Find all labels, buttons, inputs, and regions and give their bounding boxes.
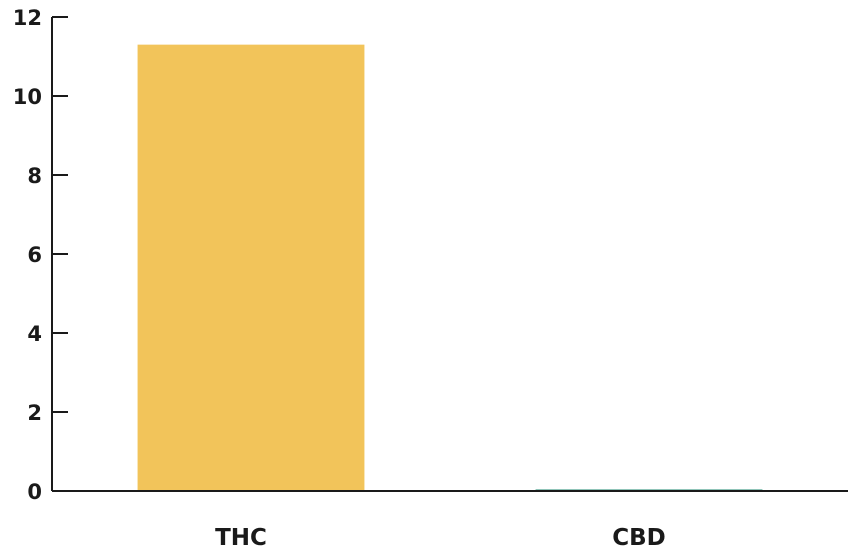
y-tick-label: 0 [27, 480, 42, 504]
y-tick-label: 12 [13, 6, 42, 30]
y-tick-label: 4 [27, 322, 42, 346]
bar-thc [137, 44, 365, 492]
x-category-label: THC [215, 525, 267, 551]
y-tick-label: 8 [27, 164, 42, 188]
x-axis: THC CBD [52, 490, 848, 551]
y-tick-label: 6 [27, 243, 42, 267]
y-tick-label: 10 [13, 85, 42, 109]
y-axis: 0 2 4 6 8 10 12 [13, 6, 68, 504]
x-category-label: CBD [612, 525, 666, 551]
y-tick-label: 2 [27, 401, 42, 425]
bars [137, 44, 763, 492]
